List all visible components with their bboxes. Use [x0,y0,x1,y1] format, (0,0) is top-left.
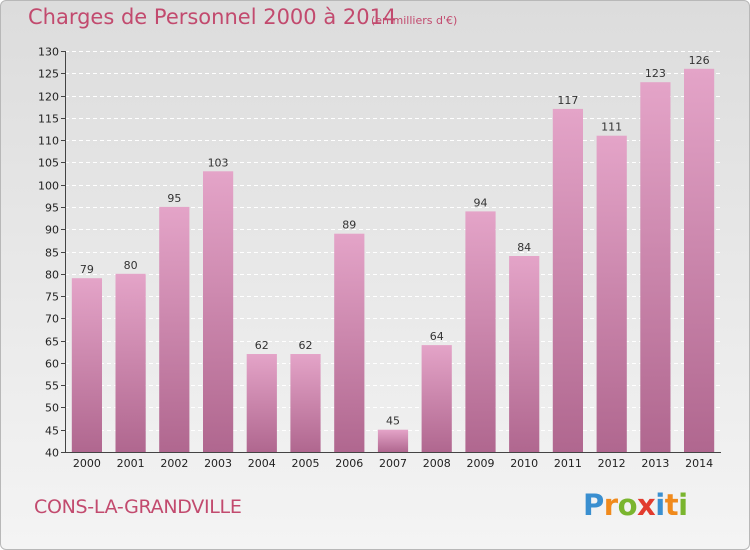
bar-2008[interactable] [421,345,452,452]
bar-2003[interactable] [203,171,234,453]
data-label: 103 [208,156,229,169]
bar-2001[interactable] [115,273,146,452]
y-tick-label: 85 [45,247,59,260]
x-tick-label: 2005 [292,457,320,470]
y-tick-label: 120 [38,91,59,104]
logo-letter: i [678,488,688,522]
data-label: 62 [299,339,313,352]
y-tick-label: 65 [45,336,59,349]
data-label: 62 [255,339,269,352]
bar-2000[interactable] [71,278,102,452]
bar-2007[interactable] [377,429,409,452]
data-label: 84 [517,241,531,254]
bar-2010[interactable] [509,256,540,452]
logo-letter: t [664,488,679,522]
bar-2009[interactable] [465,211,496,452]
x-tick-label: 2003 [204,457,232,470]
data-label: 123 [645,67,666,80]
y-tick-label: 55 [45,380,59,393]
y-tick-label: 130 [38,46,59,59]
y-tick-label: 115 [38,113,59,126]
logo-letter: o [617,488,638,522]
x-tick-label: 2001 [117,457,145,470]
bar-2004[interactable] [246,354,277,452]
x-tick-label: 2002 [160,457,188,470]
data-label: 79 [80,263,94,276]
logo-letter: P [583,488,604,522]
y-tick-label: 105 [38,157,59,170]
labels: 40 45 50 55 60 65 70 75 80 85 90 95 100 105 110 115 120 1… [38,46,713,471]
logo-letter: x [637,488,656,522]
bar-2014[interactable] [684,68,715,453]
data-label: 80 [124,259,138,272]
data-label: 111 [601,121,622,134]
logo-letter: i [655,488,665,522]
bar-2013[interactable] [640,82,671,452]
data-label: 45 [386,415,400,428]
x-tick-label: 2008 [423,457,451,470]
data-label: 94 [473,196,487,209]
data-label: 117 [557,94,578,107]
logo-letter: r [603,488,618,522]
x-tick-label: 2011 [554,457,582,470]
bar-2005[interactable] [290,354,321,452]
bar-2006[interactable] [334,233,365,452]
data-label: 89 [342,219,356,232]
y-tick-label: 60 [45,358,59,371]
x-tick-label: 2004 [248,457,276,470]
x-tick-label: 2013 [641,457,669,470]
bar-2002[interactable] [159,206,190,452]
y-tick-label: 80 [45,269,59,282]
y-tick-label: 95 [45,202,59,215]
proxiti-logo[interactable]: Proxiti [583,488,688,522]
data-label: 64 [430,330,444,343]
y-tick-label: 40 [45,447,59,460]
x-tick-label: 2009 [466,457,494,470]
x-tick-label: 2006 [335,457,363,470]
y-tick-label: 50 [45,402,59,415]
x-tick-label: 2007 [379,457,407,470]
y-tick-label: 70 [45,313,59,326]
bar-2011[interactable] [552,108,583,453]
y-tick-label: 45 [45,425,59,438]
x-tick-label: 2014 [685,457,713,470]
bar-2012[interactable] [596,135,627,452]
y-tick-label: 75 [45,291,59,304]
x-tick-label: 2012 [598,457,626,470]
y-tick-label: 90 [45,224,59,237]
y-tick-label: 125 [38,68,59,81]
chart-title: Charges de Personnel 2000 à 2014 [28,5,397,29]
x-tick-label: 2010 [510,457,538,470]
chart-subtitle: (en milliers d'€) [371,14,458,27]
bars [71,68,715,453]
data-label: 126 [689,54,710,67]
commune-name: CONS-LA-GRANDVILLE [34,496,242,518]
x-tick-label: 2000 [73,457,101,470]
data-label: 95 [167,192,181,205]
y-tick-label: 100 [38,180,59,193]
axes [61,51,721,453]
y-tick-label: 110 [38,135,59,148]
